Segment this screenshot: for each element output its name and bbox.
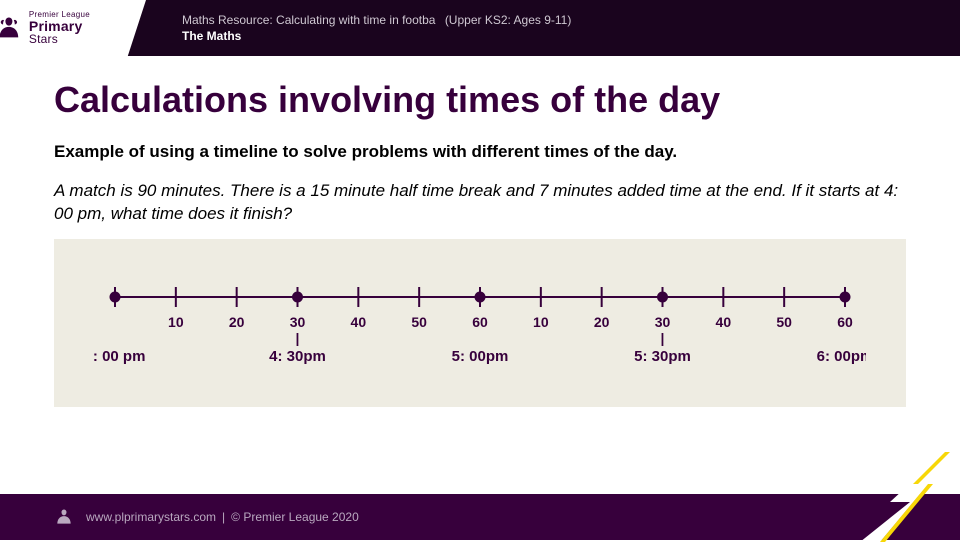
age-group: (Upper KS2: Ages 9-11) (445, 13, 572, 27)
svg-text:20: 20 (229, 314, 245, 330)
main-content: Calculations involving times of the day … (0, 56, 960, 407)
premier-league-lion-icon (0, 14, 23, 42)
resource-prefix: Maths Resource: (182, 13, 276, 27)
svg-text:6: 00pm: 6: 00pm (817, 348, 866, 365)
svg-text:10: 10 (168, 314, 184, 330)
logo-container: Premier League Primary Stars (0, 0, 146, 56)
svg-text:30: 30 (655, 314, 671, 330)
svg-text:20: 20 (594, 314, 610, 330)
svg-text:4: 30pm: 4: 30pm (269, 348, 326, 365)
logo-line-3: Stars (29, 33, 90, 45)
svg-text:40: 40 (351, 314, 367, 330)
svg-text:4: 00 pm: 4: 00 pm (94, 348, 145, 365)
header-meta: Maths Resource: Calculating with time in… (182, 12, 571, 44)
header-bar: Premier League Primary Stars Maths Resou… (0, 0, 960, 56)
svg-text:|: | (661, 330, 665, 346)
page-subtitle: Example of using a timeline to solve pro… (54, 142, 906, 162)
svg-text:5: 30pm: 5: 30pm (634, 348, 691, 365)
timeline-panel: 10 20 30 40 50 60 10 20 30 40 50 60 | | 4: 00 pm 4: 30p… (54, 239, 906, 407)
svg-text:|: | (296, 330, 300, 346)
svg-text:30: 30 (290, 314, 306, 330)
svg-text:50: 50 (411, 314, 427, 330)
logo-line-2: Primary (29, 19, 90, 33)
svg-text:60: 60 (472, 314, 488, 330)
subject-label: The Maths (182, 28, 571, 44)
footer-lion-icon (54, 507, 74, 527)
svg-text:40: 40 (716, 314, 732, 330)
problem-text: A match is 90 minutes. There is a 15 min… (54, 180, 906, 226)
footer-url: www.plprimarystars.com (86, 510, 216, 524)
svg-text:10: 10 (533, 314, 549, 330)
resource-title: Calculating with time in footba (276, 13, 435, 27)
logo-text: Premier League Primary Stars (29, 11, 90, 45)
svg-text:50: 50 (776, 314, 792, 330)
timeline-diagram: 10 20 30 40 50 60 10 20 30 40 50 60 | | 4: 00 pm 4: 30p… (94, 239, 866, 407)
footer-lightning-icon (820, 452, 960, 542)
page-title: Calculations involving times of the day (54, 80, 906, 120)
svg-text:5: 00pm: 5: 00pm (452, 348, 509, 365)
footer-separator: | (222, 510, 225, 524)
svg-text:60: 60 (837, 314, 853, 330)
footer-copyright: © Premier League 2020 (231, 510, 359, 524)
footer-bar: www.plprimarystars.com | © Premier Leagu… (0, 494, 960, 540)
